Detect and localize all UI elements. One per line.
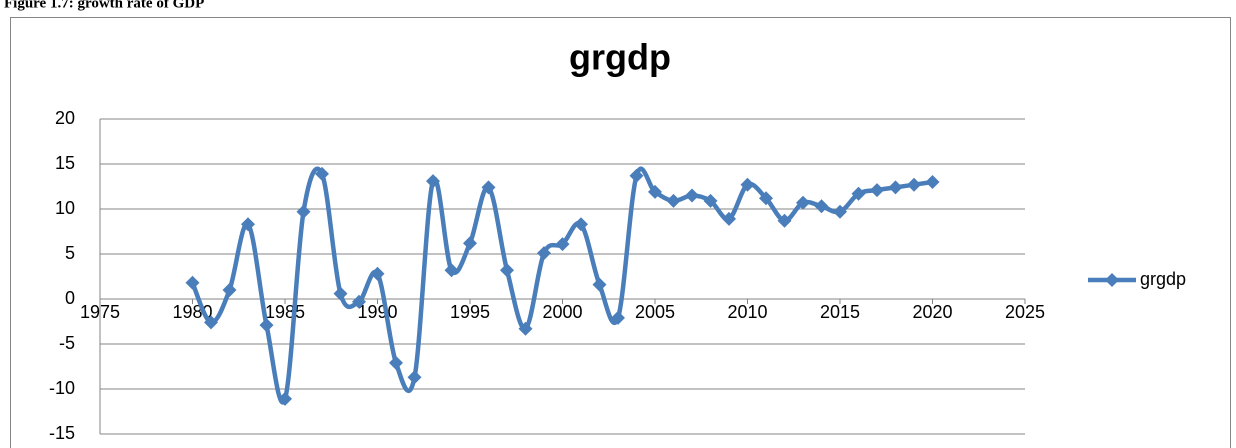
marker bbox=[315, 166, 329, 181]
marker bbox=[629, 168, 644, 183]
x-tick-label: 1995 bbox=[450, 302, 490, 322]
x-tick-label: 1990 bbox=[357, 302, 397, 322]
marker bbox=[833, 204, 847, 219]
y-tick-label: 15 bbox=[55, 153, 75, 173]
marker bbox=[722, 211, 736, 226]
marker bbox=[463, 236, 477, 251]
marker bbox=[666, 193, 681, 208]
x-tick-label: 2000 bbox=[542, 302, 582, 322]
y-tick-label: -5 bbox=[59, 333, 75, 353]
marker bbox=[648, 184, 662, 199]
marker bbox=[814, 199, 829, 214]
marker bbox=[518, 321, 533, 336]
y-tick-label: 5 bbox=[65, 243, 75, 263]
marker bbox=[685, 188, 699, 203]
marker bbox=[777, 213, 792, 228]
figure-caption: Figure 1.7: growth rate of GDP bbox=[4, 0, 204, 11]
marker bbox=[703, 193, 718, 208]
x-tick-label: 2005 bbox=[635, 302, 675, 322]
marker bbox=[407, 370, 422, 385]
marker bbox=[222, 283, 237, 297]
marker bbox=[352, 294, 366, 309]
marker bbox=[426, 174, 440, 189]
marker bbox=[481, 180, 496, 195]
marker bbox=[611, 310, 625, 325]
x-tick-label: 2025 bbox=[1005, 302, 1045, 322]
y-tick-label: -10 bbox=[49, 378, 75, 398]
marker bbox=[185, 275, 200, 290]
marker bbox=[241, 217, 255, 232]
marker bbox=[370, 266, 385, 281]
marker bbox=[759, 191, 773, 206]
marker bbox=[870, 183, 884, 198]
marker bbox=[500, 263, 514, 278]
marker bbox=[907, 177, 921, 192]
marker bbox=[537, 246, 551, 261]
marker bbox=[925, 175, 940, 189]
y-tick-label: 10 bbox=[55, 198, 75, 218]
marker bbox=[259, 318, 274, 333]
y-tick-label: 20 bbox=[55, 108, 75, 128]
marker bbox=[333, 286, 348, 301]
marker bbox=[592, 277, 607, 292]
marker bbox=[555, 237, 570, 252]
marker bbox=[574, 217, 588, 232]
x-tick-label: 2020 bbox=[912, 302, 952, 322]
marker bbox=[389, 355, 403, 370]
x-tick-label: 2010 bbox=[727, 302, 767, 322]
legend-label: grgdp bbox=[1140, 269, 1186, 289]
legend-marker bbox=[1105, 273, 1119, 287]
marker bbox=[796, 195, 810, 210]
y-tick-label: -15 bbox=[49, 423, 75, 443]
marker bbox=[444, 263, 459, 278]
marker bbox=[888, 180, 903, 195]
marker bbox=[740, 177, 755, 192]
marker bbox=[851, 186, 866, 201]
x-tick-label: 2015 bbox=[820, 302, 860, 322]
marker bbox=[204, 315, 218, 330]
y-tick-label: 0 bbox=[65, 288, 75, 308]
x-tick-label: 1975 bbox=[80, 302, 120, 322]
marker bbox=[296, 204, 311, 219]
x-tick-label: 1985 bbox=[265, 302, 305, 322]
chart-frame bbox=[10, 17, 1231, 448]
chart-title: grgdp bbox=[569, 37, 671, 78]
marker bbox=[278, 391, 292, 406]
